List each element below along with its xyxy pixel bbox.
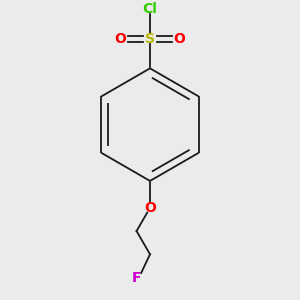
Text: O: O (144, 201, 156, 215)
Text: O: O (115, 32, 127, 46)
Text: F: F (132, 271, 141, 285)
Text: O: O (173, 32, 185, 46)
Text: Cl: Cl (142, 2, 158, 16)
Text: S: S (145, 32, 155, 46)
